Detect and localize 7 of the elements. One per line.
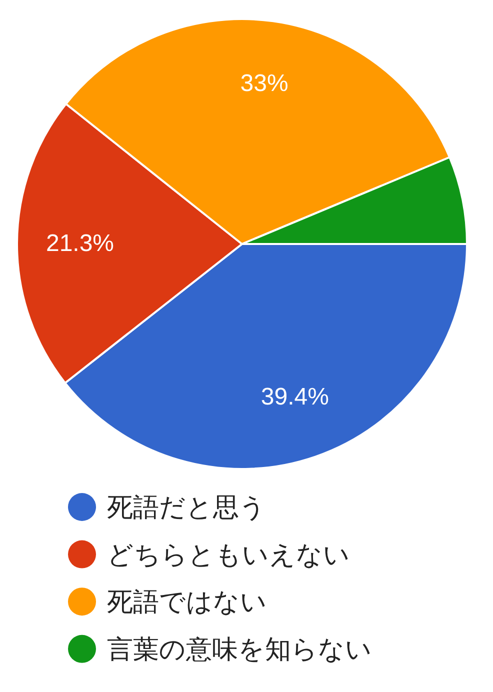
legend-label: 言葉の意味を知らない [107,634,372,664]
data-label: 21.3% [46,230,114,257]
legend-label: 死語ではない [107,586,267,617]
data-label: 39.4% [260,384,329,411]
legend-label: 死語だと思う [107,492,266,522]
legend-label: どちらともいえない [107,539,350,570]
data-label: 33% [240,70,288,98]
